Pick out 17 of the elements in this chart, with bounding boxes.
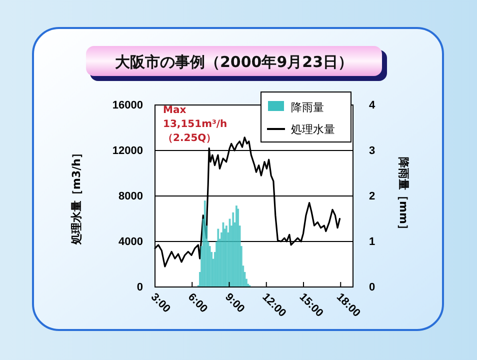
y2-tick-label: 4 <box>369 100 376 112</box>
y-axis-title: 処理水量［m3/h］ <box>70 148 83 246</box>
legend-label: 降雨量 <box>291 101 324 114</box>
legend-label: 処理水量 <box>291 123 335 136</box>
y-tick-label: 12000 <box>112 145 143 158</box>
y2-tick-label: 3 <box>369 145 376 158</box>
chart-title: 大阪市の事例（2000年9月23日） <box>114 53 354 71</box>
y2-axis-title: 降雨量［mm］ <box>397 157 410 235</box>
y2-tick-label: 0 <box>369 282 376 294</box>
y-tick-label: 0 <box>136 282 143 294</box>
y2-tick-label: 1 <box>369 236 376 248</box>
x-tick-label: 6:00 <box>186 291 210 316</box>
y2-tick-label: 2 <box>369 190 376 203</box>
annotation: Max 13,151m³/h（2.25Q） <box>163 104 228 146</box>
y-tick-label: 4000 <box>118 236 143 248</box>
y-tick-label: 16000 <box>112 100 143 112</box>
y-tick-label: 8000 <box>118 190 143 203</box>
